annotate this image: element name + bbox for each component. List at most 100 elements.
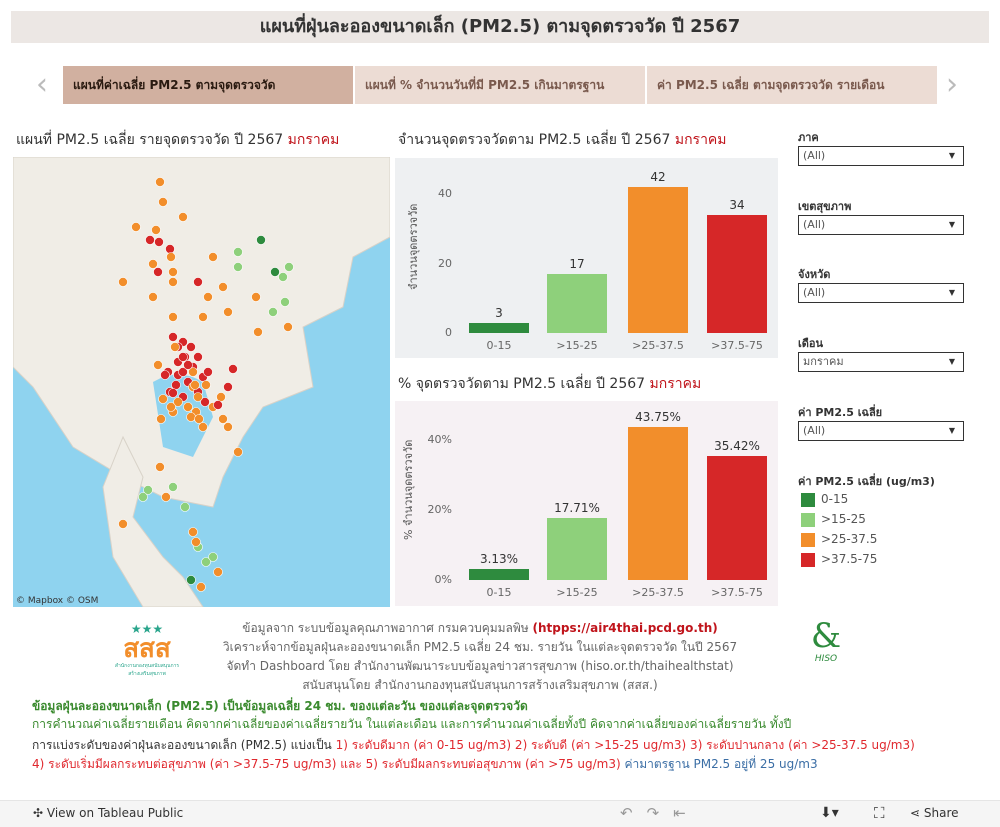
station-marker[interactable] [138, 492, 148, 502]
station-marker[interactable] [143, 485, 153, 495]
station-marker[interactable] [156, 414, 166, 424]
next-tab-arrow-icon[interactable]: › [946, 67, 958, 102]
fullscreen-icon[interactable]: ⛶ [874, 804, 885, 822]
bar-2[interactable] [628, 187, 688, 333]
station-marker[interactable] [166, 402, 176, 412]
station-marker[interactable] [183, 360, 193, 370]
station-marker[interactable] [198, 312, 208, 322]
station-marker[interactable] [188, 527, 198, 537]
station-marker[interactable] [280, 297, 290, 307]
station-marker[interactable] [270, 267, 280, 277]
station-marker[interactable] [213, 400, 223, 410]
station-marker[interactable] [201, 557, 211, 567]
station-marker[interactable] [223, 422, 233, 432]
bar-3[interactable] [707, 214, 767, 333]
station-marker[interactable] [233, 262, 243, 272]
station-marker[interactable] [228, 364, 238, 374]
station-marker[interactable] [148, 292, 158, 302]
station-marker[interactable] [168, 482, 178, 492]
source-link[interactable]: (htpps://air4thai.pcd.go.th) [532, 621, 718, 635]
legend-item[interactable]: >25-37.5 [801, 532, 877, 552]
filter-dropdown[interactable]: (All) ▼ [798, 215, 964, 235]
station-marker[interactable] [168, 267, 178, 277]
legend-item[interactable]: >37.5-75 [801, 552, 877, 572]
legend-item[interactable]: >15-25 [801, 512, 866, 532]
station-marker[interactable] [233, 447, 243, 457]
filter-dropdown[interactable]: มกราคม ▼ [798, 352, 964, 372]
station-marker[interactable] [198, 422, 208, 432]
bar-3[interactable] [707, 456, 767, 580]
station-marker[interactable] [196, 582, 206, 592]
prev-tab-arrow-icon[interactable]: ‹ [36, 67, 48, 102]
station-marker[interactable] [283, 322, 293, 332]
station-marker[interactable] [166, 252, 176, 262]
station-marker[interactable] [256, 235, 266, 245]
station-marker[interactable] [145, 235, 155, 245]
station-marker[interactable] [208, 552, 218, 562]
legend-item[interactable]: 0-15 [801, 492, 848, 512]
station-marker[interactable] [268, 307, 278, 317]
tab-monthly-average[interactable]: ค่า PM2.5 เฉลี่ย ตามจุดตรวจวัด รายเดือน [647, 66, 937, 104]
bar-0[interactable] [469, 569, 529, 580]
station-marker[interactable] [193, 277, 203, 287]
station-marker[interactable] [278, 272, 288, 282]
station-marker[interactable] [191, 537, 201, 547]
station-marker[interactable] [183, 402, 193, 412]
bar-1[interactable] [547, 518, 607, 580]
station-marker[interactable] [168, 332, 178, 342]
station-marker[interactable] [153, 360, 163, 370]
station-marker[interactable] [213, 567, 223, 577]
station-marker[interactable] [188, 367, 198, 377]
station-marker[interactable] [178, 352, 188, 362]
filter-dropdown[interactable]: (All) ▼ [798, 283, 964, 303]
station-marker[interactable] [186, 575, 196, 585]
station-marker[interactable] [118, 519, 128, 529]
station-marker[interactable] [186, 412, 196, 422]
station-marker[interactable] [233, 247, 243, 257]
view-on-tableau-button[interactable]: ✣ View on Tableau Public [33, 806, 184, 820]
station-marker[interactable] [178, 212, 188, 222]
station-marker[interactable] [165, 244, 175, 254]
tab-percent-days-map[interactable]: แผนที่ % จำนวนวันที่มี PM2.5 เกินมาตรฐาน [355, 66, 645, 104]
station-marker[interactable] [216, 392, 226, 402]
station-marker[interactable] [218, 414, 228, 424]
station-marker[interactable] [154, 237, 164, 247]
station-marker[interactable] [153, 267, 163, 277]
station-marker[interactable] [155, 462, 165, 472]
station-marker[interactable] [203, 367, 213, 377]
station-marker[interactable] [208, 252, 218, 262]
station-marker[interactable] [170, 342, 180, 352]
bar-0[interactable] [469, 322, 529, 333]
station-marker[interactable] [168, 388, 178, 398]
station-marker[interactable] [168, 312, 178, 322]
station-marker[interactable] [158, 394, 168, 404]
station-marker[interactable] [200, 397, 210, 407]
station-marker[interactable] [284, 262, 294, 272]
bar-1[interactable] [547, 273, 607, 333]
share-button[interactable]: ⋖ Share [910, 806, 959, 820]
station-marker[interactable] [148, 259, 158, 269]
station-marker[interactable] [155, 177, 165, 187]
station-marker[interactable] [173, 397, 183, 407]
station-marker[interactable] [190, 380, 200, 390]
station-marker[interactable] [131, 222, 141, 232]
station-marker[interactable] [160, 370, 170, 380]
station-marker[interactable] [194, 414, 204, 424]
tab-average-map[interactable]: แผนที่ค่าเฉลี่ย PM2.5 ตามจุดตรวจวัด [63, 66, 353, 104]
station-marker[interactable] [168, 277, 178, 287]
station-marker[interactable] [178, 367, 188, 377]
filter-dropdown[interactable]: (All) ▼ [798, 146, 964, 166]
station-marker[interactable] [118, 277, 128, 287]
station-marker[interactable] [180, 502, 190, 512]
bar-2[interactable] [628, 426, 688, 580]
station-marker[interactable] [151, 225, 161, 235]
map[interactable]: © Mapbox © OSM [13, 157, 390, 607]
station-marker[interactable] [201, 380, 211, 390]
station-marker[interactable] [218, 282, 228, 292]
station-marker[interactable] [223, 307, 233, 317]
station-marker[interactable] [186, 342, 196, 352]
station-marker[interactable] [193, 352, 203, 362]
undo-redo-revert-icons[interactable]: ↶↷⇤ [620, 804, 700, 822]
station-marker[interactable] [161, 492, 171, 502]
station-marker[interactable] [251, 292, 261, 302]
